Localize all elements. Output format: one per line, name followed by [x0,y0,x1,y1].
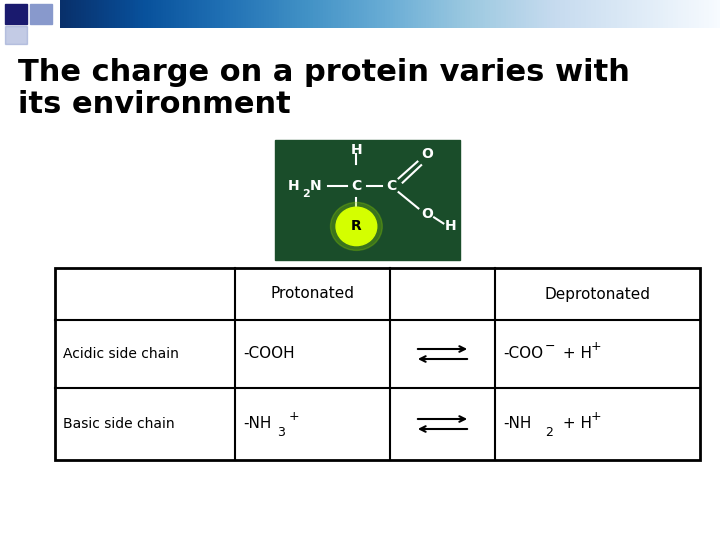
Text: Protonated: Protonated [271,287,354,301]
Text: -COOH: -COOH [243,347,294,361]
Bar [30,4,52,24]
Text: -COO: -COO [503,347,543,361]
Text: H: H [445,219,456,233]
Text: 3: 3 [277,426,285,438]
Text: O: O [420,147,433,161]
Text: Acidic side chain: Acidic side chain [63,347,179,361]
Text: C: C [351,179,361,193]
Text: Deprotonated: Deprotonated [544,287,650,301]
Bar [5,26,27,44]
Text: The charge on a protein varies with: The charge on a protein varies with [18,58,630,87]
Text: +: + [591,340,602,353]
Text: +: + [591,409,602,422]
Text: R: R [351,219,361,233]
Text: its environment: its environment [18,90,291,119]
Bar [55,268,700,460]
Bar [275,140,460,260]
Bar [5,4,27,24]
Ellipse shape [330,202,382,251]
Ellipse shape [336,207,377,246]
Text: N: N [310,179,322,193]
Text: + H: + H [558,416,592,431]
Text: + H: + H [558,347,592,361]
Text: O: O [420,207,433,221]
Text: 2: 2 [302,189,310,199]
Text: −: − [545,340,556,353]
Text: -NH: -NH [243,416,271,431]
Text: +: + [289,409,300,422]
Text: H: H [288,179,300,193]
Text: C: C [387,179,397,193]
Text: Basic side chain: Basic side chain [63,417,175,431]
Text: H: H [351,143,362,157]
Text: -NH: -NH [503,416,531,431]
Text: 2: 2 [545,426,553,438]
